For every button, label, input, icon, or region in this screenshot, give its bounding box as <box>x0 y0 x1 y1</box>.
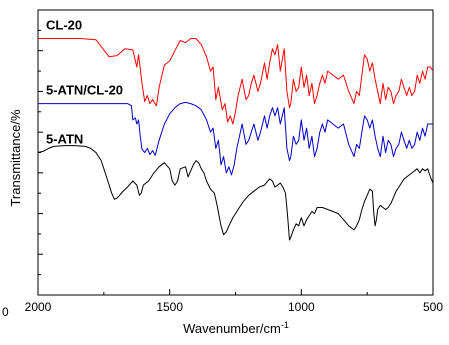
cut-off-tick-label: 0 <box>2 305 9 319</box>
y-axis-title: Transmittance/% <box>8 109 23 206</box>
plot-frame <box>37 9 434 296</box>
x-axis-title-superscript: -1 <box>281 320 289 330</box>
series-label-1: CL-20 <box>46 18 82 33</box>
y-axis-ticks <box>38 29 43 276</box>
series-line-1 <box>38 38 434 125</box>
series-line-2 <box>38 101 433 176</box>
x-axis-title: Wavenumber/cm-1 <box>183 320 289 336</box>
x-tick-label: 500 <box>423 300 443 314</box>
series-layer <box>37 38 434 241</box>
series-label-3: 5-ATN <box>46 132 83 147</box>
x-tick-label: 1500 <box>156 300 183 314</box>
series-label-layer: CL-20 5-ATN/CL-20 5-ATN <box>46 18 123 147</box>
x-tick-label: 2000 <box>25 300 52 314</box>
series-label-2: 5-ATN/CL-20 <box>46 83 123 98</box>
x-axis-ticks: 2000 1500 1000 500 <box>25 289 443 314</box>
x-tick-label: 1000 <box>288 300 315 314</box>
x-axis-title-text: Wavenumber/cm <box>183 321 281 336</box>
series-line-3 <box>37 145 434 241</box>
